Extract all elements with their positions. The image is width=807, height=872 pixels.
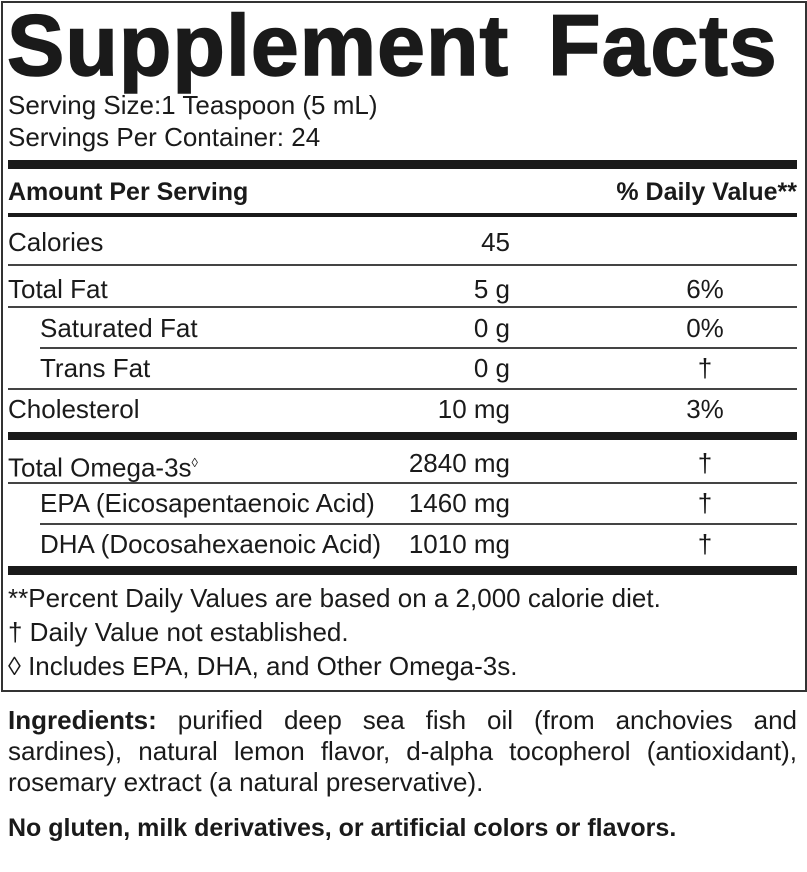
nutrient-label: Trans Fat [40, 353, 151, 383]
nutrient-dv: † [697, 529, 713, 559]
nutrient-amount: 10 mg [437, 394, 510, 424]
ingredients-text: purified deep sea fish oil (from anchovi… [8, 705, 797, 797]
row-divider [40, 523, 797, 525]
thick-divider [8, 432, 797, 440]
nutrient-amount: 0 g [473, 353, 510, 383]
footnote-daily-values: **Percent Daily Values are based on a 2,… [8, 583, 661, 613]
footnote-diamond: ◊ Includes EPA, DHA, and Other Omega-3s. [8, 651, 518, 681]
nutrient-amount: 1460 mg [408, 488, 510, 518]
footnote-dagger: † Daily Value not established. [8, 617, 349, 647]
amount-per-serving-header: Amount Per Serving [8, 178, 249, 206]
nutrient-label: Cholesterol [8, 394, 140, 424]
nutrient-amount: 1010 mg [408, 529, 510, 559]
thick-divider [8, 566, 797, 575]
ingredients: Ingredients: purified deep sea fish oil … [8, 705, 797, 798]
servings-per-container: Servings Per Container: 24 [8, 122, 321, 152]
row-divider [8, 264, 797, 266]
nutrient-label: Calories [8, 227, 104, 257]
nutrient-amount: 45 [481, 227, 510, 257]
nutrient-dv: † [697, 488, 713, 518]
nutrient-dv: 6% [686, 274, 724, 304]
nutrient-label: Total Omega-3s◊ [8, 448, 198, 483]
row-divider [8, 388, 797, 390]
row-divider [8, 306, 797, 308]
supplement-facts-panel [1, 1, 807, 692]
nutrient-label: DHA (Docosahexaenoic Acid) [40, 529, 382, 559]
nutrient-dv: † [697, 448, 713, 478]
row-divider [8, 482, 797, 484]
diamond-mark: ◊ [191, 455, 198, 470]
nutrient-label: Saturated Fat [40, 313, 198, 343]
header-divider [8, 213, 797, 217]
nutrient-label: EPA (Eicosapentaenoic Acid) [40, 488, 375, 518]
allergen-statement: No gluten, milk derivatives, or artifici… [8, 814, 677, 842]
omega-label: Total Omega-3s [8, 452, 192, 483]
serving-size: Serving Size:1 Teaspoon (5 mL) [8, 90, 378, 120]
nutrient-dv: 3% [686, 394, 724, 424]
nutrient-amount: 5 g [473, 274, 510, 304]
row-divider [40, 347, 797, 349]
thick-divider [8, 160, 797, 169]
nutrient-dv: † [697, 353, 713, 383]
nutrient-label: Total Fat [8, 274, 108, 304]
daily-value-header: % Daily Value** [616, 178, 797, 206]
nutrient-amount: 0 g [473, 313, 510, 343]
nutrient-amount: 2840 mg [408, 448, 510, 478]
panel-title: Supplement Facts [6, 0, 778, 95]
ingredients-label: Ingredients: [8, 705, 157, 735]
nutrient-dv: 0% [686, 313, 724, 343]
